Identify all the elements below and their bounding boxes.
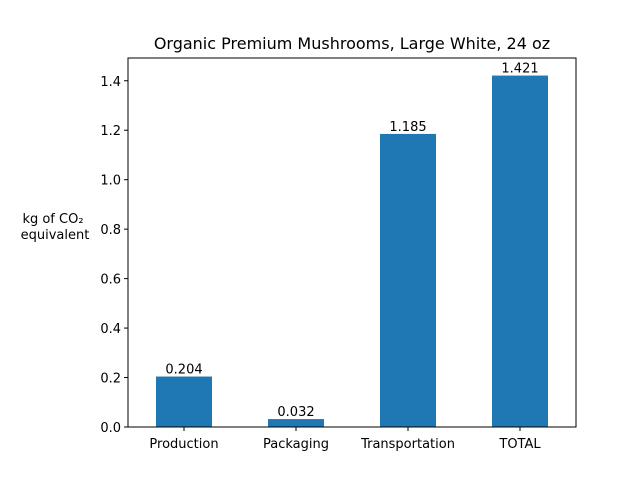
y-tick-label-4: 0.8 — [100, 223, 121, 238]
y-tick-label-1: 0.2 — [100, 372, 121, 387]
y-axis-label-line-2: equivalent — [21, 228, 90, 243]
plot-area: 0.204 Production 0.032 Packaging 1.185 Transp… — [100, 57, 577, 452]
y-tick-label-5: 1.0 — [100, 174, 121, 189]
data-label-3: 1.421 — [501, 62, 538, 77]
data-label-2: 1.185 — [389, 120, 426, 135]
y-axis-label-line-1: kg of CO₂ — [22, 212, 83, 227]
y-tick-label-7: 1.4 — [100, 75, 121, 90]
bar-1 — [268, 419, 324, 427]
x-tick-label-0: Production — [149, 437, 218, 452]
y-tick-label-0: 0.0 — [100, 421, 121, 436]
y-tick-label-6: 1.2 — [100, 124, 121, 139]
data-label-1: 0.032 — [277, 405, 314, 420]
bar-0 — [156, 376, 212, 427]
bar-2 — [380, 133, 436, 427]
bar-3 — [492, 75, 548, 427]
x-tick-label-2: Transportation — [360, 437, 455, 452]
x-tick-label-1: Packaging — [263, 437, 329, 452]
chart-title: Organic Premium Mushrooms, Large White, … — [154, 34, 550, 53]
y-tick-label-3: 0.6 — [100, 273, 121, 288]
y-tick-label-2: 0.4 — [100, 322, 121, 337]
data-label-0: 0.204 — [165, 363, 202, 378]
x-tick-label-3: TOTAL — [498, 437, 541, 452]
axes-frame — [127, 57, 577, 428]
